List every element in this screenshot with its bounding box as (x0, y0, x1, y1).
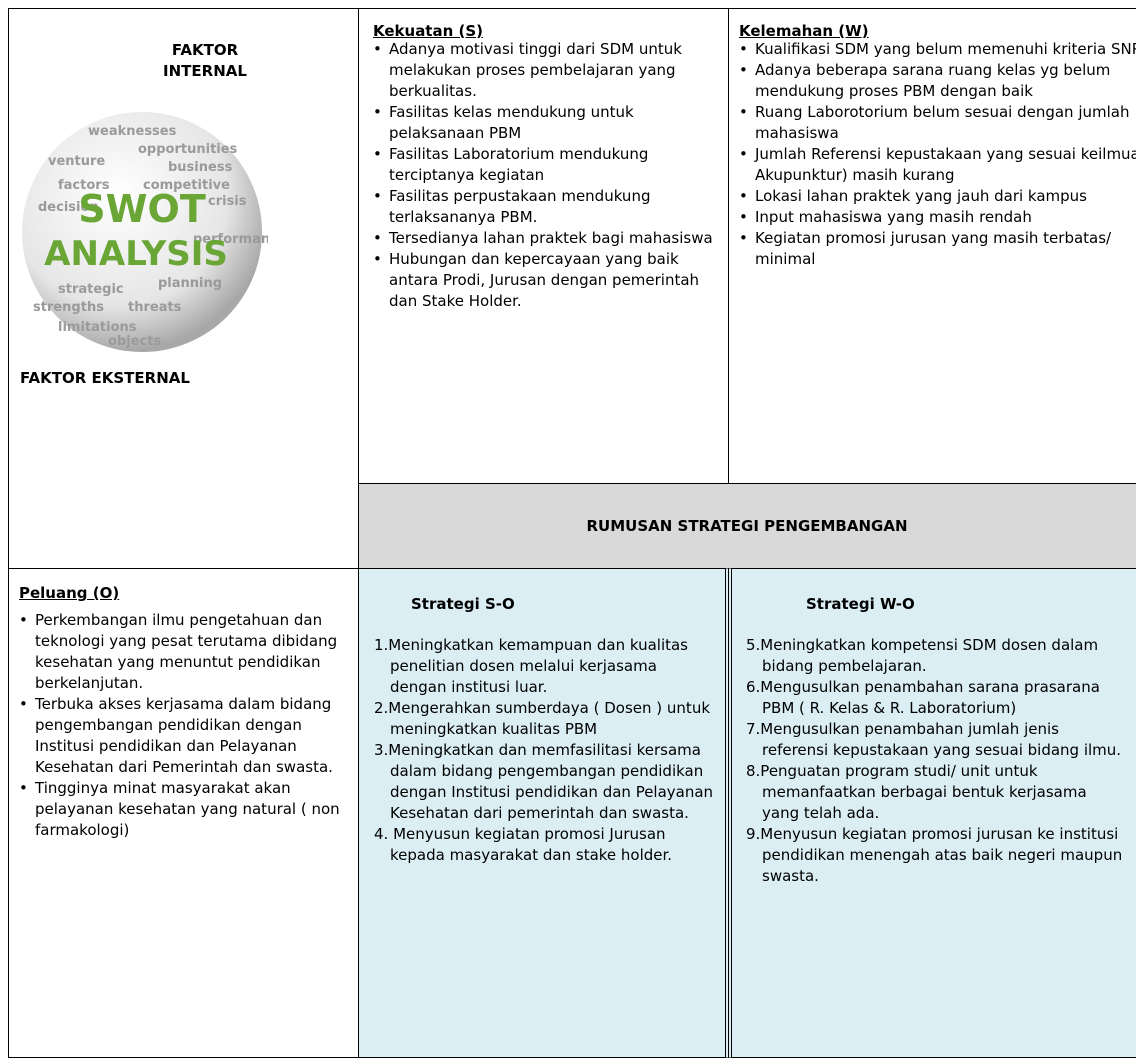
so-title: Strategi S-O (411, 595, 515, 613)
so-strategy-item: 4. Menyusun kegiatan promosi Jurusan kep… (374, 825, 673, 864)
wo-title: Strategi W-O (806, 595, 915, 613)
strength-item: Adanya motivasi tinggi dari SDM untuk me… (367, 39, 717, 102)
image-word: business (168, 160, 233, 175)
image-word: objects (108, 334, 161, 349)
weakness-item: Input mahasiswa yang masih rendah (733, 207, 1136, 228)
image-word: crisis (208, 194, 247, 209)
image-word: planning (158, 276, 222, 291)
image-word: strategic (58, 282, 124, 297)
swot-image: weaknesses opportunities venture business fa… (22, 112, 268, 352)
wo-strategy-item: 8.Penguatan program studi/ unit untuk me… (746, 762, 1087, 822)
internal-label: FAKTOR INTERNAL (163, 41, 247, 80)
weaknesses-title: Kelemahan (W) (739, 22, 869, 40)
weakness-item: Lokasi lahan praktek yang jauh dari kamp… (733, 186, 1136, 207)
strength-item: Fasilitas kelas mendukung untuk pelaksan… (367, 102, 717, 144)
opportunity-item: Perkembangan ilmu pengetahuan dan teknol… (13, 610, 343, 694)
strength-item: Fasilitas perpustakaan mendukung terlaks… (367, 186, 717, 228)
wo-strategy-item: 5.Meningkatkan kompetensi SDM dosen dala… (746, 636, 1099, 675)
wo-strategy-item: 7.Mengusulkan penambahan jumlah jenis re… (746, 720, 1122, 759)
weaknesses-cell: Kelemahan (W) Kualifikasi SDM yang belum… (728, 8, 1136, 484)
opportunity-item: Terbuka akses kerjasama dalam bidang pen… (13, 694, 343, 778)
weakness-item: Adanya beberapa sarana ruang kelas yg be… (733, 60, 1136, 102)
image-word: decision (38, 200, 99, 215)
so-cell: Strategi S-O 1.Meningkatkan kemampuan da… (358, 568, 729, 1058)
external-label: FAKTOR EKSTERNAL (20, 369, 190, 387)
image-word: competitive (143, 178, 230, 193)
strategy-header: RUMUSAN STRATEGI PENGEMBANGAN (358, 483, 1136, 569)
weakness-item: Kegiatan promosi jurusan yang masih terb… (733, 228, 1136, 270)
so-strategy-item: 2.Mengerahkan sumberdaya ( Dosen ) untuk… (374, 699, 711, 738)
opportunities-title: Peluang (O) (19, 584, 120, 602)
strengths-cell: Kekuatan (S) Adanya motivasi tinggi dari… (358, 8, 729, 484)
swot-word: SWOT (78, 187, 206, 231)
wo-cell: Strategi W-O 5.Meningkatkan kompetensi S… (728, 568, 1136, 1058)
wo-strategy-item: 9.Menyusun kegiatan promosi jurusan ke i… (746, 825, 1123, 885)
image-word: weaknesses (88, 124, 177, 139)
image-word: limitations (58, 320, 137, 335)
wo-strategy-item: 6.Mengusulkan penambahan sarana prasaran… (746, 678, 1100, 717)
sphere (22, 112, 262, 352)
image-word: venture (48, 154, 105, 169)
strength-item: Tersedianya lahan praktek bagi mahasiswa (367, 228, 717, 249)
analysis-word: ANALYSIS (44, 234, 228, 274)
weakness-item: Kualifikasi SDM yang belum memenuhi krit… (733, 39, 1136, 60)
strengths-title: Kekuatan (S) (373, 22, 484, 40)
strength-item: Fasilitas Laboratorium mendukung tercipt… (367, 144, 717, 186)
image-word: opportunities (138, 142, 238, 157)
image-word: strengths (33, 300, 104, 315)
weakness-item: Ruang Laborotorium belum sesuai dengan j… (733, 102, 1136, 144)
weakness-item: Jumlah Referensi kepustakaan yang sesuai… (733, 144, 1136, 186)
opportunity-item: Tingginya minat masyarakat akan pelayana… (13, 778, 343, 841)
strength-item: Hubungan dan kepercayaan yang baik antar… (367, 249, 717, 312)
opportunities-cell: Peluang (O) Perkembangan ilmu pengetahua… (8, 568, 359, 1058)
image-word: performance (193, 232, 268, 247)
so-strategy-item: 1.Meningkatkan kemampuan dan kualitas pe… (374, 636, 688, 696)
image-word: threats (128, 300, 182, 315)
image-word: factors (58, 178, 110, 193)
so-strategy-item: 3.Meningkatkan dan memfasilitasi kersama… (374, 741, 714, 822)
